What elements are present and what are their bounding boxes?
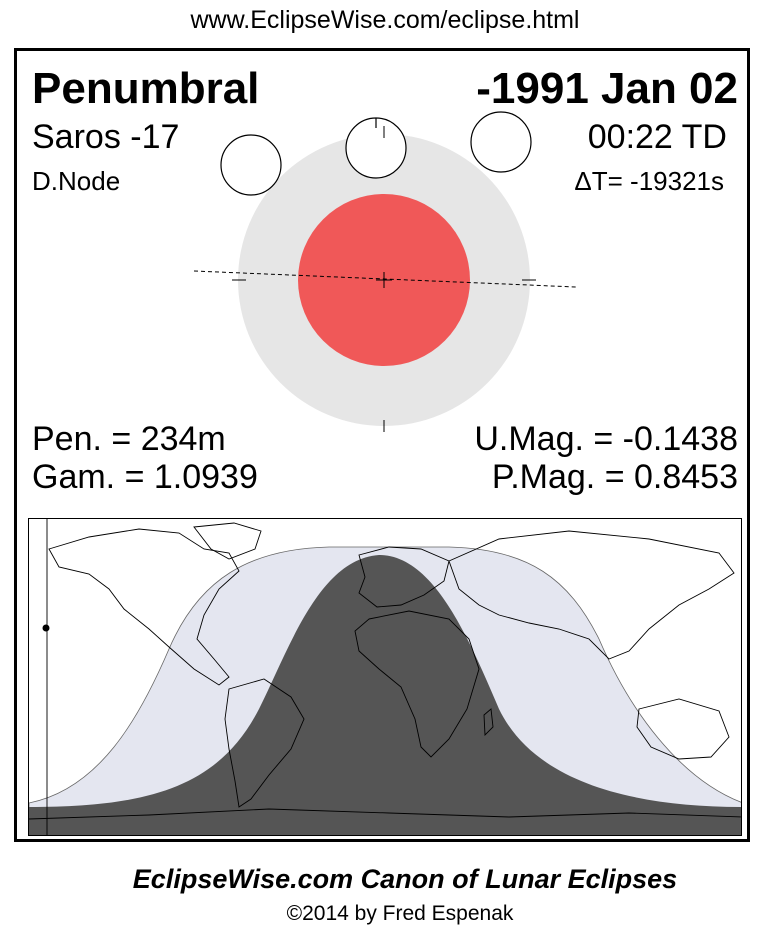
madagascar-outline bbox=[483, 708, 494, 737]
shadow-diagram bbox=[193, 111, 577, 432]
eclipse-type: Penumbral bbox=[32, 64, 260, 113]
delta-t: ΔT= -19321s bbox=[574, 166, 724, 196]
asia-outline bbox=[448, 530, 735, 660]
north-america-outline bbox=[48, 528, 240, 686]
antarctic-band bbox=[29, 807, 741, 835]
greenland-outline bbox=[193, 522, 262, 560]
gamma-value: Gam. = 1.0939 bbox=[32, 458, 258, 496]
saros-number: Saros -17 bbox=[32, 118, 180, 156]
visibility-map bbox=[28, 518, 742, 836]
source-url: www.EclipseWise.com/eclipse.html bbox=[190, 6, 580, 34]
eclipse-time: 00:22 TD bbox=[587, 118, 727, 156]
moon-last-contact bbox=[470, 111, 532, 173]
umbral-magnitude: U.Mag. = -0.1438 bbox=[474, 420, 738, 458]
ecliptic-line bbox=[193, 270, 577, 288]
node-label: D.Node bbox=[32, 166, 121, 196]
antarctica-outline bbox=[29, 808, 741, 820]
moon-first-contact bbox=[220, 134, 282, 196]
copyright-line: ©2014 by Fred Espenak bbox=[286, 902, 514, 925]
subsolar-point bbox=[42, 624, 50, 632]
coastlines bbox=[29, 522, 741, 820]
europe-outline bbox=[358, 546, 450, 608]
south-america-outline bbox=[224, 678, 305, 808]
canon-title: EclipseWise.com Canon of Lunar Eclipses bbox=[132, 864, 678, 894]
eclipse-panel-frame bbox=[14, 48, 750, 842]
africa-outline bbox=[354, 610, 480, 758]
world-map bbox=[29, 519, 741, 835]
penumbral-duration: Pen. = 234m bbox=[32, 420, 226, 458]
total-visibility-zone bbox=[29, 555, 741, 835]
penumbral-magnitude: P.Mag. = 0.8453 bbox=[491, 458, 738, 496]
eclipse-date: -1991 Jan 02 bbox=[476, 64, 738, 113]
australia-outline bbox=[636, 698, 730, 760]
